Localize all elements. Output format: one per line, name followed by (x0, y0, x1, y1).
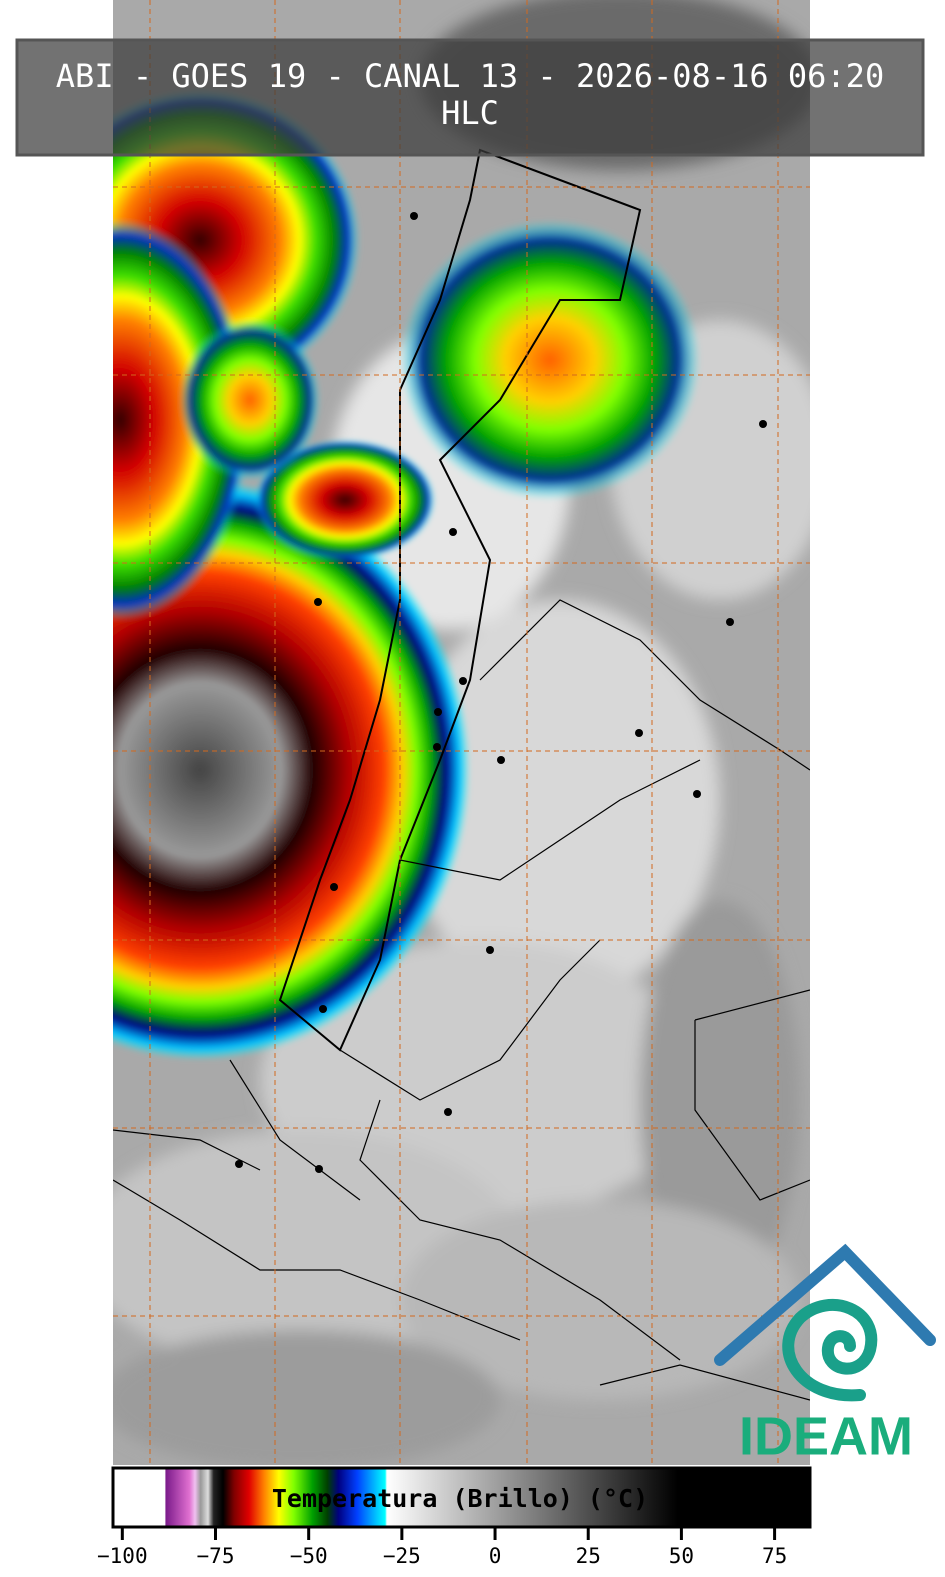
logo: IDEAM (714, 1243, 936, 1466)
logo-text: IDEAM (739, 1406, 913, 1466)
colorbar: Temperatura (Brillo) (°C) −100 −75 −50 −25 0… (97, 1466, 812, 1568)
tick-label: 25 (576, 1544, 601, 1568)
city-markers (235, 212, 767, 1173)
title: ABI - GOES 19 - CANAL 13 - 2026-08-16 06… (56, 57, 884, 95)
subtitle: HLC (441, 94, 499, 132)
tick-label: −50 (290, 1544, 328, 1568)
map (113, 0, 810, 1465)
tick-label: 50 (669, 1544, 694, 1568)
title-box (15, 38, 925, 157)
colorbar-ramp (111, 1466, 812, 1529)
tick-label: 75 (762, 1544, 787, 1568)
colorbar-label: Temperatura (Brillo) (°C) (272, 1484, 648, 1513)
tick-label: −75 (197, 1544, 235, 1568)
tick-label: −25 (383, 1544, 421, 1568)
lat-lon-grid (113, 0, 810, 1465)
storm-clouds (113, 90, 700, 1060)
tick-label: −100 (97, 1544, 148, 1568)
tick-label: 0 (489, 1544, 502, 1568)
